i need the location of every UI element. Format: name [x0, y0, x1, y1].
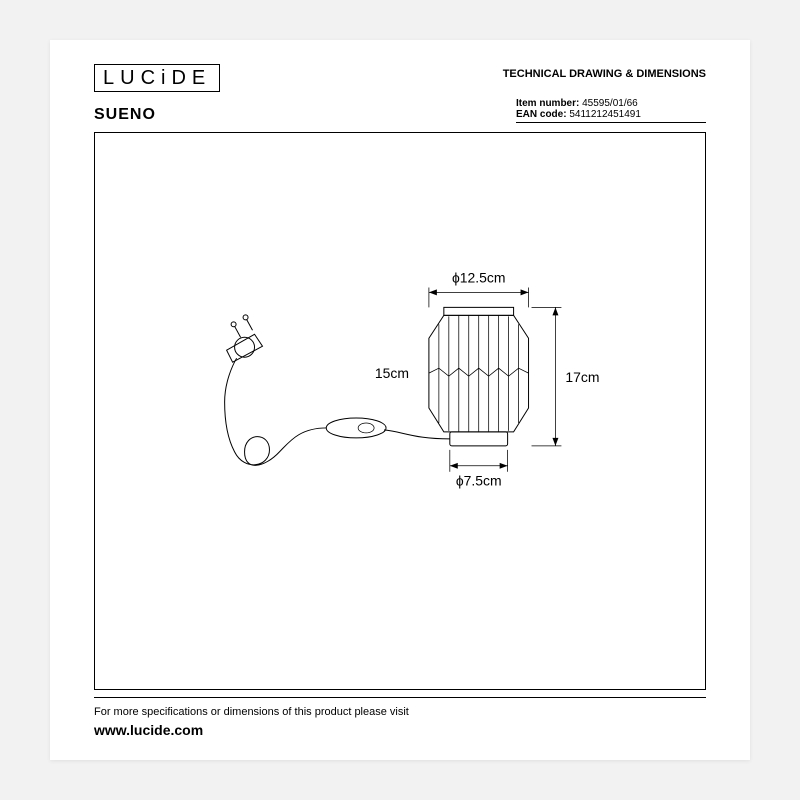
brand-text: LUCiDE [103, 67, 211, 90]
inline-switch [326, 418, 386, 438]
dim-total-height-label: 17cm [565, 369, 599, 385]
dim-shade-height: 15cm [375, 365, 409, 381]
ean-label: EAN code: [516, 109, 567, 120]
footer-rule [94, 697, 706, 698]
footer-line: For more specifications or dimensions of… [94, 706, 409, 718]
ean-value: 5411212451491 [569, 109, 641, 120]
item-number-value: 45595/01/66 [582, 98, 638, 109]
drawing-frame: ϕ12.5cm 15cm 17cm ϕ7 [94, 132, 706, 690]
footer: For more specifications or dimensions of… [94, 706, 409, 738]
lamp-shade [429, 307, 529, 446]
spec-sheet: LUCiDE TECHNICAL DRAWING & DIMENSIONS SU… [50, 40, 750, 760]
dim-shade-height-label: 15cm [375, 365, 409, 381]
dim-total-height: 17cm [532, 307, 600, 446]
ean-row: EAN code: 5411212451491 [516, 109, 706, 120]
dim-top-diameter: ϕ12.5cm [429, 269, 529, 307]
header: LUCiDE TECHNICAL DRAWING & DIMENSIONS [94, 64, 706, 92]
dim-base-diameter-label: ϕ7.5cm [456, 473, 502, 489]
meta-rule [516, 122, 706, 123]
document-title: TECHNICAL DRAWING & DIMENSIONS [503, 64, 706, 80]
plug-icon [227, 315, 263, 362]
item-number-row: Item number: 45595/01/66 [516, 98, 706, 109]
footer-url: www.lucide.com [94, 722, 409, 738]
meta-block: Item number: 45595/01/66 EAN code: 54112… [516, 98, 706, 123]
item-number-label: Item number: [516, 98, 579, 109]
dim-top-diameter-label: ϕ12.5cm [452, 269, 506, 285]
dim-base-diameter: ϕ7.5cm [450, 450, 508, 489]
power-cord [225, 315, 450, 466]
technical-drawing: ϕ12.5cm 15cm 17cm ϕ7 [95, 133, 705, 689]
product-name: SUENO [94, 106, 156, 124]
brand-logo: LUCiDE [94, 64, 220, 92]
